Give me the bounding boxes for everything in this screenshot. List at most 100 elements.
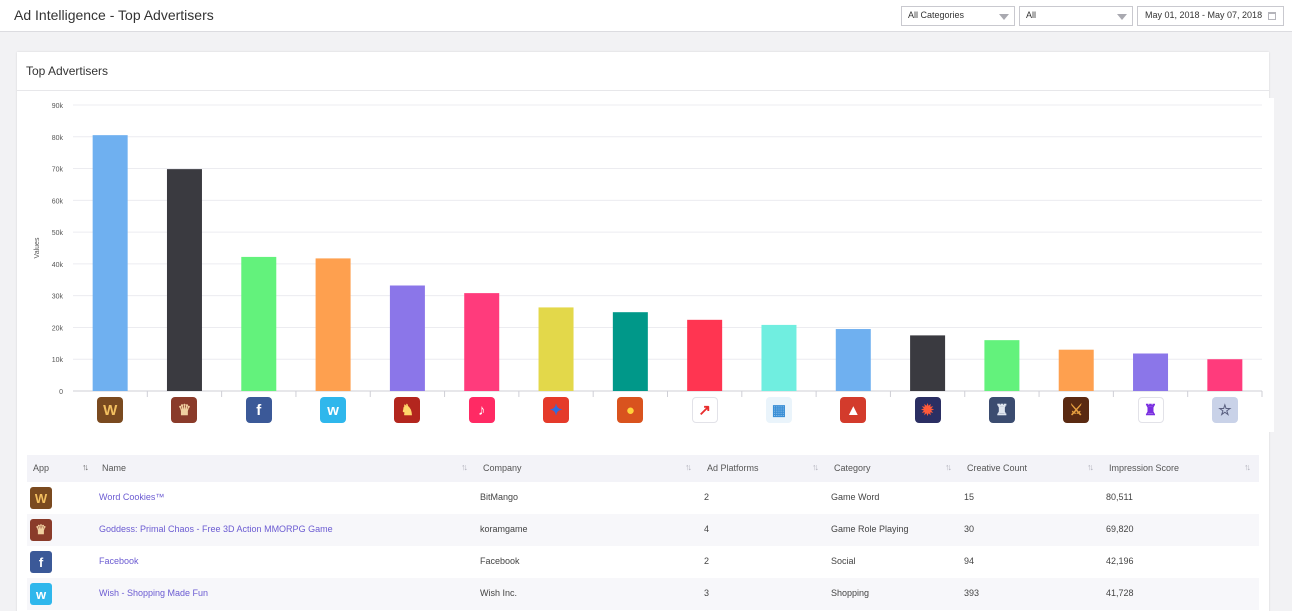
column-header-impression-score[interactable]: Impression Score — [1109, 463, 1180, 473]
goddess-icon: ♛ — [171, 397, 198, 423]
row-creative-count: 30 — [964, 524, 975, 534]
bear-game-icon: ● — [617, 397, 644, 423]
sort-icon[interactable]: ↑↓ — [1087, 462, 1094, 472]
advertisers-table: App ↑↓ Name ↑↓ Company ↑↓ Ad Platforms ↑… — [27, 455, 1259, 610]
sort-icon[interactable]: ↑↓ — [461, 462, 468, 472]
word-cookies-icon: W — [97, 397, 124, 423]
table-row[interactable]: ♛ Goddess: Primal Chaos - Free 3D Action … — [27, 514, 1259, 546]
row-category: Social — [831, 556, 856, 566]
chevron-down-icon — [999, 14, 1009, 20]
sort-icon[interactable]: ↑↓ — [812, 462, 819, 472]
row-impression-score: 80,511 — [1106, 492, 1133, 502]
row-impression-score: 42,196 — [1106, 556, 1134, 566]
row-ad-platforms: 3 — [704, 588, 710, 598]
bar — [612, 312, 648, 391]
goddess-icon: ♛ — [30, 519, 52, 541]
red-game-icon: ▲ — [840, 397, 867, 423]
y-tick-label: 80k — [52, 135, 64, 142]
bar — [910, 335, 946, 391]
row-company: Wish Inc. — [480, 588, 518, 598]
table-row[interactable]: f Facebook Facebook 2 Social 94 42,196 — [27, 546, 1259, 578]
row-ad-platforms: 2 — [704, 492, 710, 502]
app-name-link[interactable]: Wish - Shopping Made Fun — [99, 588, 209, 598]
wish-icon: w — [320, 397, 347, 423]
sort-icon[interactable]: ↑↓ — [82, 462, 89, 472]
row-company: BitMango — [480, 492, 519, 502]
table-row[interactable]: W Word Cookies™ BitMango 2 Game Word 15 80,511 — [27, 482, 1259, 514]
sort-icon[interactable]: ↑↓ — [685, 462, 692, 472]
warrior-game-icon: ⚔ — [1063, 397, 1090, 423]
y-tick-label: 50k — [52, 230, 64, 237]
bar — [835, 329, 871, 391]
platform-select[interactable]: All — [1019, 6, 1133, 26]
bar — [464, 293, 500, 391]
y-tick-label: 60k — [52, 198, 64, 205]
row-company: Facebook — [480, 556, 520, 566]
bar — [1058, 349, 1094, 391]
hat-app-icon: ♜ — [1137, 397, 1164, 423]
row-ad-platforms: 4 — [704, 524, 710, 534]
bar — [687, 319, 723, 391]
mmo-game-icon: ✹ — [914, 397, 941, 423]
puzzle-game-icon: ▦ — [765, 397, 792, 423]
row-creative-count: 15 — [964, 492, 975, 502]
top-advertisers-chart: 0 10k 20k 30k 40k 50k 60k 70k 80k 90k Values — [34, 103, 1263, 397]
knight-game-icon: ♜ — [988, 397, 1015, 423]
bar — [92, 135, 128, 391]
app-name-link[interactable]: Word Cookies™ — [99, 492, 165, 502]
column-header-ad-platforms[interactable]: Ad Platforms — [707, 463, 759, 473]
category-select-value: All Categories — [908, 10, 965, 20]
row-category: Shopping — [831, 588, 870, 598]
bar — [389, 285, 425, 391]
y-tick-label: 40k — [52, 262, 64, 269]
platform-select-value: All — [1026, 10, 1037, 20]
row-creative-count: 94 — [964, 556, 975, 566]
row-company: koramgame — [480, 524, 528, 534]
bar — [1133, 353, 1169, 391]
bar — [166, 169, 202, 391]
column-header-creative-count[interactable]: Creative Count — [967, 463, 1028, 473]
y-tick-label: 0 — [59, 389, 63, 396]
y-tick-label: 20k — [52, 325, 64, 332]
table-header: App ↑↓ Name ↑↓ Company ↑↓ Ad Platforms ↑… — [27, 455, 1259, 482]
y-tick-label: 10k — [52, 357, 64, 364]
bar — [538, 307, 574, 391]
y-tick-label: 90k — [52, 103, 64, 110]
row-impression-score: 69,820 — [1106, 524, 1134, 534]
card-title: Top Advertisers — [26, 64, 109, 78]
calendar-icon — [1268, 12, 1276, 20]
y-tick-label: 30k — [52, 294, 64, 301]
card-divider — [17, 90, 1269, 91]
y-axis-label: Values — [34, 237, 41, 258]
top-bar: Ad Intelligence - Top Advertisers All Ca… — [0, 0, 1292, 32]
column-header-category[interactable]: Category — [834, 463, 871, 473]
rpg-game-icon: ♞ — [394, 397, 421, 423]
anime-game-icon: ☆ — [1211, 397, 1238, 423]
column-header-app[interactable]: App — [33, 463, 50, 473]
y-tick-label: 70k — [52, 167, 64, 174]
bar — [315, 258, 351, 391]
chevron-down-icon — [1117, 14, 1127, 20]
category-select[interactable]: All Categories — [901, 6, 1015, 26]
wish-icon: w — [30, 583, 52, 605]
table-row[interactable]: w Wish - Shopping Made Fun Wish Inc. 3 Shopp… — [27, 578, 1259, 610]
app-name-link[interactable]: Goddess: Primal Chaos - Free 3D Action M… — [99, 524, 333, 534]
bar — [761, 324, 797, 391]
column-header-company[interactable]: Company — [483, 463, 522, 473]
zai-app-icon: ↗ — [691, 397, 718, 423]
app-name-link[interactable]: Facebook — [99, 556, 139, 566]
row-ad-platforms: 2 — [704, 556, 710, 566]
chart-scroll-edge — [1269, 98, 1274, 432]
sort-icon[interactable]: ↑↓ — [1244, 462, 1251, 472]
row-creative-count: 393 — [964, 588, 980, 598]
word-cookies-icon: W — [30, 487, 52, 509]
row-category: Game Word — [831, 492, 880, 502]
musically-icon: ♪ — [468, 397, 495, 423]
candy-game-icon: ✦ — [543, 397, 570, 423]
row-category: Game Role Playing — [831, 524, 909, 534]
bar — [1207, 359, 1243, 391]
column-header-name[interactable]: Name — [102, 463, 127, 473]
date-range-value: May 01, 2018 - May 07, 2018 — [1145, 10, 1263, 20]
sort-icon[interactable]: ↑↓ — [945, 462, 952, 472]
date-range-picker[interactable]: May 01, 2018 - May 07, 2018 — [1137, 6, 1284, 26]
